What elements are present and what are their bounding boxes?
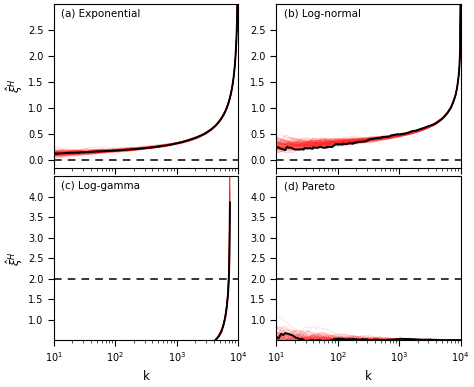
X-axis label: k: k (143, 370, 149, 383)
Text: (b) Log-normal: (b) Log-normal (283, 9, 361, 19)
Text: (a) Exponential: (a) Exponential (61, 9, 141, 19)
Text: (c) Log-gamma: (c) Log-gamma (61, 181, 140, 191)
Text: (d) Pareto: (d) Pareto (283, 181, 335, 191)
Y-axis label: $\hat{\xi}^H$: $\hat{\xi}^H$ (4, 79, 25, 93)
X-axis label: k: k (365, 370, 372, 383)
Y-axis label: $\hat{\xi}^H$: $\hat{\xi}^H$ (4, 251, 25, 265)
